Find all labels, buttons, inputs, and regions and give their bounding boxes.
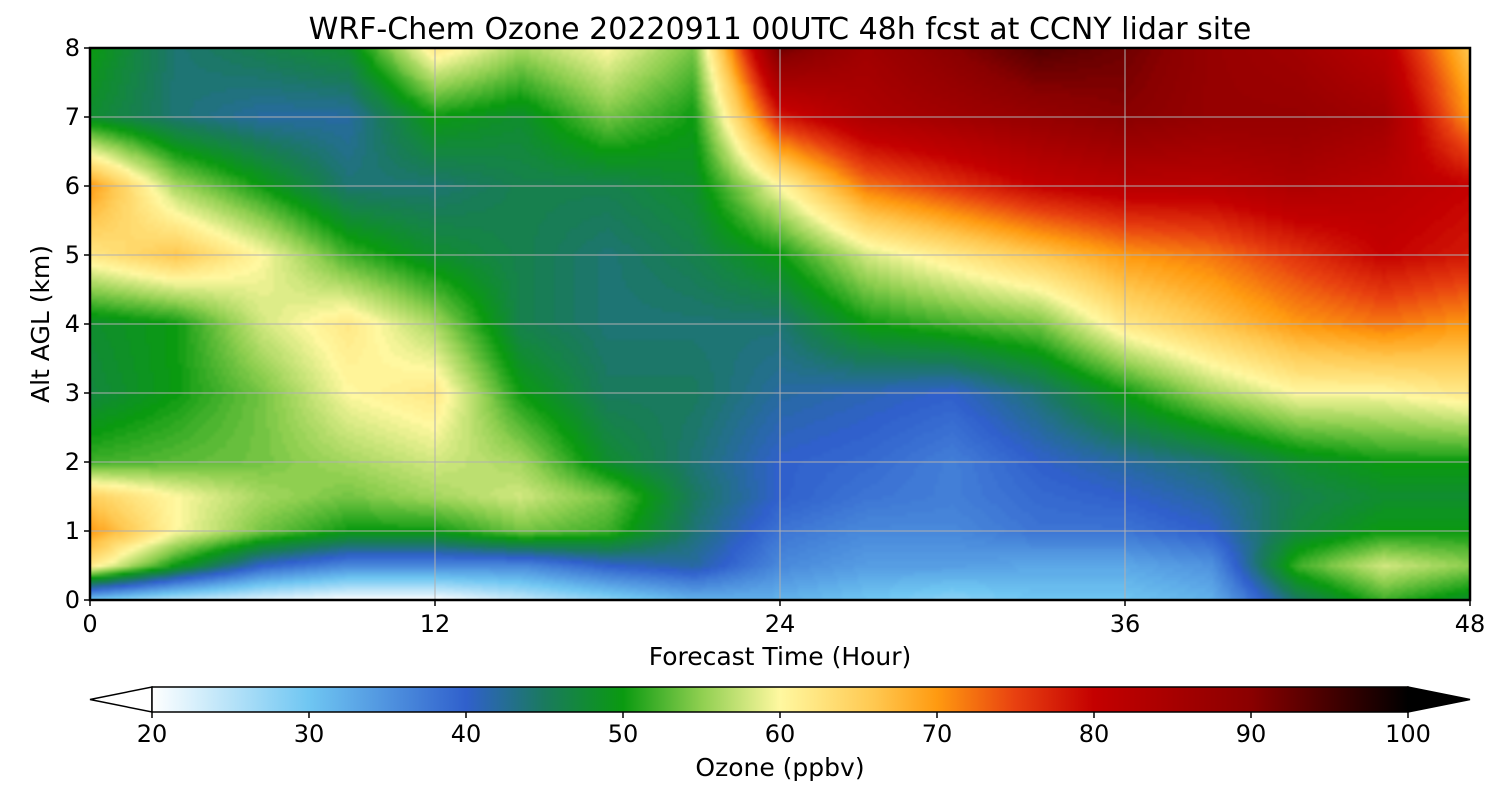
x-tick-label: 48	[1455, 610, 1486, 638]
colorbar-tick-label: 60	[765, 720, 796, 748]
y-tick-label: 1	[65, 517, 80, 545]
x-tick-label: 12	[420, 610, 451, 638]
colorbar: 20 30 40 50 60 70 80 90 100 Ozone (ppbv)	[89, 686, 1471, 782]
colorbar-tick-label: 50	[608, 720, 639, 748]
colorbar-extend-low	[89, 686, 153, 713]
x-tick-label: 36	[1110, 610, 1141, 638]
colorbar-tick-label: 80	[1079, 720, 1110, 748]
colorbar-label: Ozone (ppbv)	[695, 753, 864, 782]
x-axis-label: Forecast Time (Hour)	[649, 642, 912, 671]
y-axis-ticks: 0 1 2 3 4 5 6 7 8	[65, 34, 90, 614]
y-tick-label: 7	[65, 103, 80, 131]
x-tick-label: 0	[82, 610, 97, 638]
colorbar-extend-high	[1407, 686, 1471, 713]
colorbar-tick-label: 100	[1385, 720, 1431, 748]
colorbar-ticks: 20 30 40 50 60 70 80 90 100	[137, 712, 1431, 748]
y-tick-label: 8	[65, 34, 80, 62]
colorbar-tick-label: 90	[1236, 720, 1267, 748]
y-tick-label: 6	[65, 172, 80, 200]
colorbar-tick-label: 20	[137, 720, 168, 748]
chart-title: WRF-Chem Ozone 20220911 00UTC 48h fcst a…	[309, 12, 1252, 47]
colorbar-gradient	[152, 687, 1408, 712]
y-tick-label: 5	[65, 241, 80, 269]
colorbar-tick-label: 70	[922, 720, 953, 748]
y-tick-label: 4	[65, 310, 80, 338]
colorbar-tick-label: 40	[451, 720, 482, 748]
x-tick-label: 24	[765, 610, 796, 638]
y-axis-label: Alt AGL (km)	[26, 245, 55, 403]
colorbar-tick-label: 30	[294, 720, 325, 748]
y-tick-label: 3	[65, 379, 80, 407]
y-tick-label: 0	[65, 586, 80, 614]
x-axis-ticks: 0 12 24 36 48	[82, 600, 1485, 638]
y-tick-label: 2	[65, 448, 80, 476]
